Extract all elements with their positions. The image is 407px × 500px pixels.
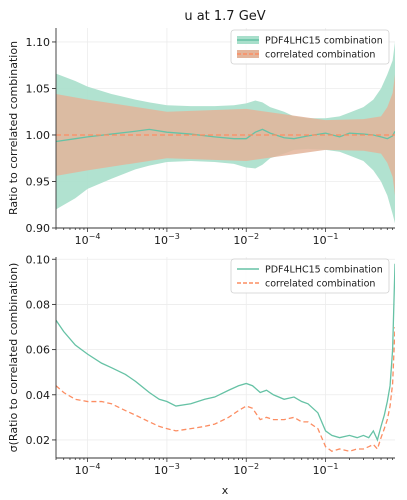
y-tick-label: 0.04 [26,389,51,402]
x-tick-label: 10−1 [313,232,339,247]
legend-label: correlated combination [265,279,375,290]
x-tick-label: 10−2 [233,462,259,477]
y-tick-label: 0.95 [26,175,51,188]
legend-label: correlated combination [265,50,375,61]
panel-sigma: 0.02 0.04 0.06 0.08 0.10 10−4 10−3 10−2 10−1 σ(Ra… [7,253,395,477]
x-tick-label: 10−4 [75,232,101,247]
y-tick-label: 0.02 [26,434,51,447]
legend-label: PDF4LHC15 combination [265,265,383,276]
legend-label: PDF4LHC15 combination [265,36,383,47]
x-tick-label: 10−4 [75,462,101,477]
y-axis-label: σ(Ratio to correlated combination) [7,263,20,453]
y-axis-label: Ratio to correlated combination [7,41,20,215]
y-tick-label: 1.05 [26,82,51,95]
panel-ratio: 0.90 0.95 1.00 1.05 1.10 10−4 10−3 10−2 10−1 Rati… [7,28,395,247]
x-tick-label: 10−3 [154,232,180,247]
y-tick-label: 1.10 [26,36,51,49]
pdf4lhc-line [56,263,395,442]
correlated-line [56,326,395,452]
legend-swatch [237,50,259,58]
y-tick-label: 0.08 [26,298,51,311]
legend-box [230,29,390,65]
x-tick-label: 10−1 [313,462,339,477]
x-axis-label: x [222,484,229,497]
legend-box [230,258,390,294]
y-tick-label: 1.00 [26,129,51,142]
y-tick-label: 0.06 [26,344,51,357]
y-tick-label: 0.90 [26,222,51,235]
chart-title: u at 1.7 GeV [184,9,265,24]
x-tick-label: 10−3 [154,462,180,477]
x-tick-label: 10−2 [233,232,259,247]
y-tick-label: 0.10 [26,253,51,266]
